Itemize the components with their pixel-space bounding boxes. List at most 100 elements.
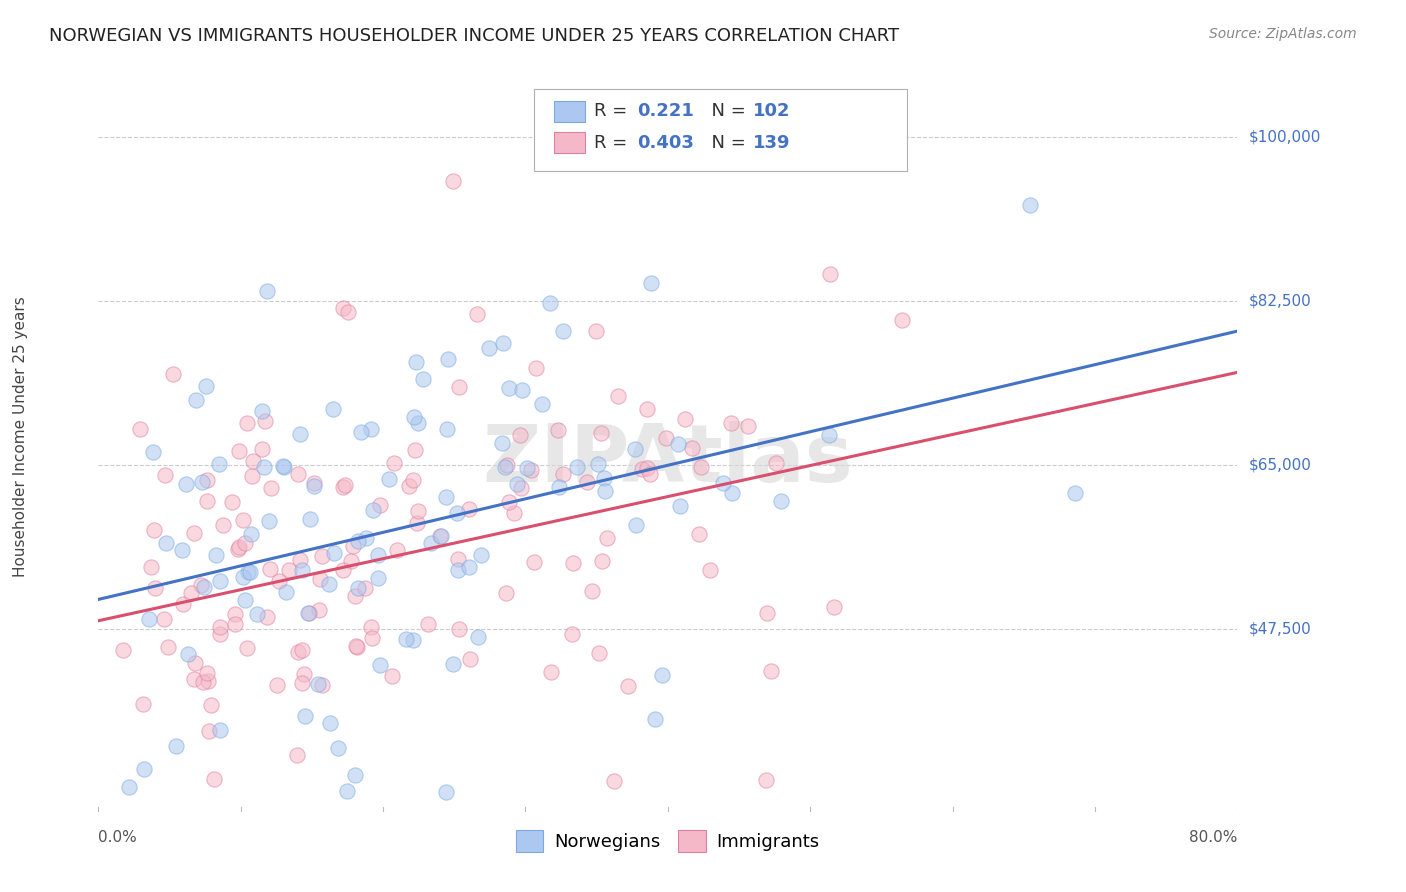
Text: 0.221: 0.221 [637, 103, 693, 120]
Point [531, 397, 554, 411]
Point [721, 485, 744, 500]
Point [820, 267, 842, 281]
Point [302, 479, 325, 493]
Point [467, 630, 489, 644]
Point [699, 563, 721, 577]
Point [259, 514, 281, 528]
Point [1064, 486, 1087, 500]
Point [208, 457, 231, 471]
Point [382, 456, 405, 470]
Point [457, 560, 479, 574]
Point [177, 647, 200, 661]
Point [162, 862, 184, 876]
Point [655, 430, 678, 444]
Point [349, 425, 371, 439]
Point [387, 543, 409, 558]
Point [266, 678, 288, 692]
Point [228, 540, 250, 554]
Point [575, 475, 598, 489]
Point [336, 784, 359, 798]
Point [308, 603, 330, 617]
Point [607, 389, 630, 403]
Point [260, 481, 283, 495]
Text: 139: 139 [754, 134, 790, 152]
Point [224, 607, 246, 621]
Point [370, 658, 392, 673]
Point [770, 493, 793, 508]
Point [139, 559, 162, 574]
Point [143, 523, 166, 537]
Point [405, 516, 427, 531]
Text: 0.403: 0.403 [637, 134, 693, 152]
Point [523, 555, 546, 569]
Point [232, 513, 254, 527]
Point [118, 780, 141, 794]
Point [548, 480, 571, 494]
Point [491, 336, 513, 351]
Point [651, 668, 673, 682]
Point [236, 641, 259, 656]
Point [322, 401, 344, 416]
Text: $100,000: $100,000 [1249, 130, 1322, 145]
Point [581, 584, 603, 599]
Point [495, 458, 517, 473]
Point [823, 600, 845, 615]
Point [246, 607, 269, 621]
Point [737, 418, 759, 433]
Point [291, 563, 314, 577]
Point [640, 277, 662, 291]
Point [495, 585, 517, 599]
Point [644, 712, 666, 726]
Point [197, 674, 219, 689]
Point [588, 646, 610, 660]
Point [503, 506, 526, 520]
Point [183, 672, 205, 686]
Point [204, 548, 226, 562]
Text: $65,000: $65,000 [1249, 458, 1312, 473]
Point [228, 443, 250, 458]
Point [547, 423, 569, 437]
Point [681, 441, 703, 455]
Point [233, 593, 256, 607]
Point [271, 458, 294, 473]
Point [510, 383, 533, 397]
Point [285, 747, 308, 762]
Point [198, 724, 221, 739]
Point [298, 511, 321, 525]
Point [221, 494, 243, 508]
Point [195, 378, 218, 392]
Point [593, 471, 616, 485]
Point [190, 577, 212, 591]
Point [457, 502, 479, 516]
Point [142, 445, 165, 459]
Point [478, 341, 501, 355]
Point [429, 529, 451, 543]
Point [253, 459, 276, 474]
Point [134, 762, 156, 776]
Point [498, 494, 520, 508]
Point [419, 536, 441, 550]
Point [344, 639, 367, 653]
Point [524, 360, 547, 375]
Point [354, 531, 377, 545]
Point [250, 442, 273, 457]
Point [256, 284, 278, 298]
Point [755, 607, 778, 621]
Point [347, 581, 370, 595]
Point [235, 416, 257, 430]
Point [332, 564, 354, 578]
Point [291, 676, 314, 690]
Point [224, 617, 246, 632]
Point [765, 456, 787, 470]
Point [434, 491, 457, 505]
Text: R =: R = [595, 103, 634, 120]
Point [183, 525, 205, 540]
Point [195, 666, 218, 681]
Point [509, 481, 531, 495]
Point [624, 442, 647, 456]
Point [593, 484, 616, 499]
Point [200, 698, 222, 712]
Point [509, 428, 531, 442]
Point [193, 580, 215, 594]
Point [155, 536, 177, 550]
